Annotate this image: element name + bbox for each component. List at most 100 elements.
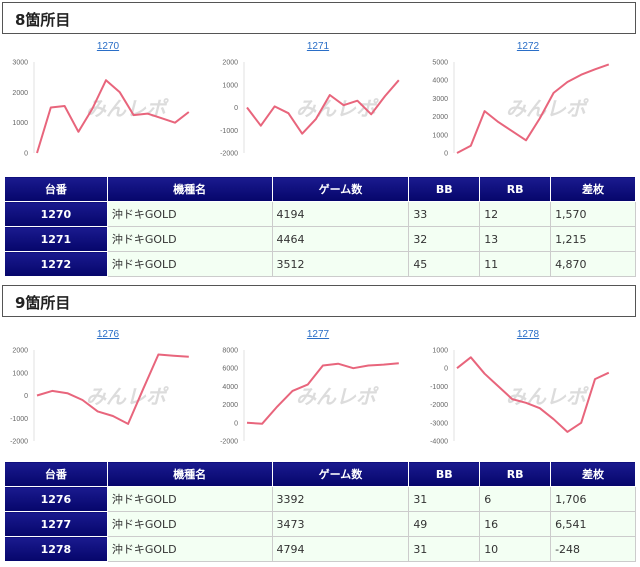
- header-model: 機種名: [106, 461, 273, 487]
- chart-svg: 1000 0 -1000 -2000 -3000 -4000 みんレポ: [430, 348, 610, 446]
- game-count: 4194: [271, 201, 410, 227]
- y-tick-label: 0: [234, 420, 238, 427]
- series-line: [456, 63, 610, 154]
- table-header-row: 台番 機種名 ゲーム数 BB RB 差枚: [4, 176, 636, 202]
- series-line: [456, 356, 610, 433]
- y-tick-label: -2000: [220, 439, 238, 446]
- section-title-8: 8箇所目: [2, 2, 636, 34]
- chart-link-1272[interactable]: 1272: [516, 41, 540, 52]
- chart-link-1276[interactable]: 1276: [96, 329, 120, 340]
- y-tick-label: 0: [24, 151, 28, 158]
- rb-count: 16: [479, 511, 552, 537]
- header-diff: 差枚: [550, 176, 636, 202]
- y-tick-label: 4000: [432, 78, 448, 85]
- table-row: 1276 沖ドキGOLD 3392 31 6 1,706: [4, 486, 636, 512]
- chart-1270: 1270 3000 2000 1000 0 みんレポ: [2, 40, 214, 170]
- model-name: 沖ドキGOLD: [106, 536, 273, 562]
- bb-count: 45: [408, 251, 481, 277]
- chart-1276: 1276 2000 1000 0 -1000 -2000 みんレポ: [2, 328, 214, 458]
- coin-diff: -248: [550, 536, 636, 562]
- header-games: ゲーム数: [271, 176, 410, 202]
- chart-1272: 1272 5000 4000 3000 2000 1000 0 みんレポ: [422, 40, 634, 170]
- unit-number: 1276: [4, 486, 108, 512]
- chart-link-1271[interactable]: 1271: [306, 41, 330, 52]
- chart-1277: 1277 8000 6000 4000 2000 0 -2000 みんレポ: [212, 328, 424, 458]
- y-tick-label: -1000: [10, 416, 28, 423]
- y-tick-label: 1000: [432, 132, 448, 139]
- y-tick-label: 4000: [222, 384, 238, 391]
- coin-diff: 1,215: [550, 226, 636, 252]
- y-tick-label: 0: [444, 366, 448, 373]
- y-tick-label: 2000: [222, 402, 238, 409]
- y-tick-label: 1000: [12, 120, 28, 127]
- header-model: 機種名: [106, 176, 273, 202]
- bb-count: 33: [408, 201, 481, 227]
- table-row: 1277 沖ドキGOLD 3473 49 16 6,541: [4, 511, 636, 537]
- rb-count: 12: [479, 201, 552, 227]
- y-tick-label: 2000: [222, 60, 238, 67]
- unit-number: 1270: [4, 201, 108, 227]
- y-tick-label: 2000: [12, 90, 28, 97]
- header-rb: RB: [479, 461, 552, 487]
- bb-count: 31: [408, 536, 481, 562]
- unit-number: 1277: [4, 511, 108, 537]
- y-tick-label: -1000: [430, 384, 448, 391]
- y-tick-label: -2000: [10, 439, 28, 446]
- game-count: 4794: [271, 536, 410, 562]
- y-tick-label: -1000: [220, 128, 238, 135]
- bb-count: 49: [408, 511, 481, 537]
- rb-count: 11: [479, 251, 552, 277]
- chart-svg: 5000 4000 3000 2000 1000 0 みんレポ: [432, 60, 610, 158]
- y-tick-label: 0: [24, 393, 28, 400]
- header-unit: 台番: [4, 461, 108, 487]
- machine-table-8: 台番 機種名 ゲーム数 BB RB 差枚 1270 沖ドキGOLD 4194 3…: [4, 176, 636, 277]
- y-tick-label: -3000: [430, 420, 448, 427]
- chart-1278: 1278 1000 0 -1000 -2000 -3000 -4000 みんレポ: [422, 328, 634, 458]
- bb-count: 32: [408, 226, 481, 252]
- watermark-logo: みんレポ: [506, 97, 589, 121]
- y-tick-label: -2000: [430, 402, 448, 409]
- game-count: 4464: [271, 226, 410, 252]
- y-tick-label: 1000: [12, 370, 28, 377]
- model-name: 沖ドキGOLD: [106, 511, 273, 537]
- chart-link-1278[interactable]: 1278: [516, 329, 540, 340]
- chart-link-1277[interactable]: 1277: [306, 329, 330, 340]
- chart-link-1270[interactable]: 1270: [96, 41, 120, 52]
- game-count: 3473: [271, 511, 410, 537]
- y-tick-label: 2000: [432, 114, 448, 121]
- y-tick-label: 5000: [432, 60, 448, 67]
- machine-table-9: 台番 機種名 ゲーム数 BB RB 差枚 1276 沖ドキGOLD 3392 3…: [4, 461, 636, 562]
- header-bb: BB: [408, 461, 481, 487]
- chart-1271: 1271 2000 1000 0 -1000 -2000 みんレポ: [212, 40, 424, 170]
- series-line: [246, 362, 399, 425]
- y-tick-label: 1000: [432, 348, 448, 355]
- table-row: 1278 沖ドキGOLD 4794 31 10 -248: [4, 536, 636, 562]
- y-tick-label: 2000: [12, 348, 28, 355]
- bb-count: 31: [408, 486, 481, 512]
- rb-count: 13: [479, 226, 552, 252]
- unit-number: 1278: [4, 536, 108, 562]
- unit-number: 1272: [4, 251, 108, 277]
- coin-diff: 1,706: [550, 486, 636, 512]
- coin-diff: 1,570: [550, 201, 636, 227]
- unit-number: 1271: [4, 226, 108, 252]
- game-count: 3512: [271, 251, 410, 277]
- y-tick-label: 3000: [432, 96, 448, 103]
- header-unit: 台番: [4, 176, 108, 202]
- rb-count: 10: [479, 536, 552, 562]
- model-name: 沖ドキGOLD: [106, 226, 273, 252]
- y-tick-label: 3000: [12, 60, 28, 67]
- table-row: 1270 沖ドキGOLD 4194 33 12 1,570: [4, 201, 636, 227]
- model-name: 沖ドキGOLD: [106, 251, 273, 277]
- y-tick-label: -2000: [220, 151, 238, 158]
- y-tick-label: 8000: [222, 348, 238, 355]
- model-name: 沖ドキGOLD: [106, 486, 273, 512]
- section-title-9: 9箇所目: [2, 285, 636, 317]
- game-count: 3392: [271, 486, 410, 512]
- coin-diff: 4,870: [550, 251, 636, 277]
- chart-svg: 8000 6000 4000 2000 0 -2000 みんレポ: [220, 348, 399, 446]
- series-line: [36, 353, 189, 425]
- y-tick-label: -4000: [430, 439, 448, 446]
